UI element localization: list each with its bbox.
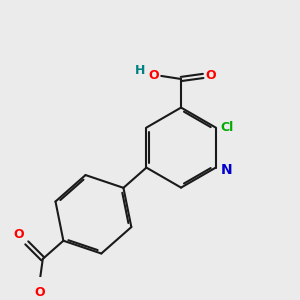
Text: N: N xyxy=(221,163,232,176)
Text: H: H xyxy=(135,64,146,77)
Text: O: O xyxy=(13,228,24,241)
Text: Cl: Cl xyxy=(221,121,234,134)
Text: O: O xyxy=(148,69,159,82)
Text: O: O xyxy=(34,286,45,298)
Text: O: O xyxy=(206,69,217,82)
